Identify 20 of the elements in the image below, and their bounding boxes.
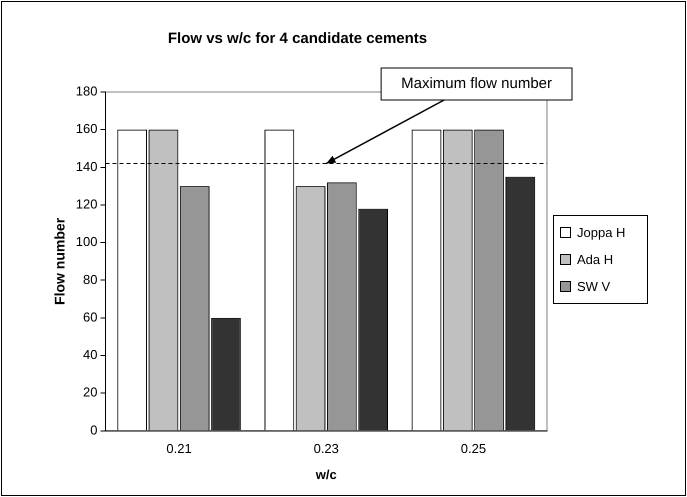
- x-axis-title: w/c: [314, 466, 337, 482]
- legend-label: SW V: [577, 279, 610, 294]
- y-tick-label: 20: [83, 384, 98, 400]
- x-tick-label: 0.21: [166, 441, 192, 456]
- y-tick-label: 100: [76, 234, 98, 250]
- x-tick-label: 0.25: [460, 441, 486, 456]
- text: Joppa H: [577, 225, 626, 240]
- y-tick-label: 140: [76, 158, 98, 174]
- y-tick-label: 0: [90, 422, 98, 438]
- y-tick-label: 160: [76, 121, 98, 136]
- y-tick-label: 60: [83, 309, 98, 324]
- y-tick-label: 120: [76, 196, 98, 212]
- chart-title: Flow vs w/c for 4 candidate cements: [168, 30, 428, 48]
- legend-label: Ada H: [577, 252, 614, 267]
- y-axis-title: Flow number: [51, 217, 68, 305]
- annotation: Maximum flow number: [401, 75, 552, 92]
- y-tick-label: 80: [83, 272, 98, 287]
- y-tick-label: 180: [76, 84, 98, 99]
- x-tick-label: 0.23: [314, 441, 339, 456]
- y-tick-label: 40: [83, 347, 98, 362]
